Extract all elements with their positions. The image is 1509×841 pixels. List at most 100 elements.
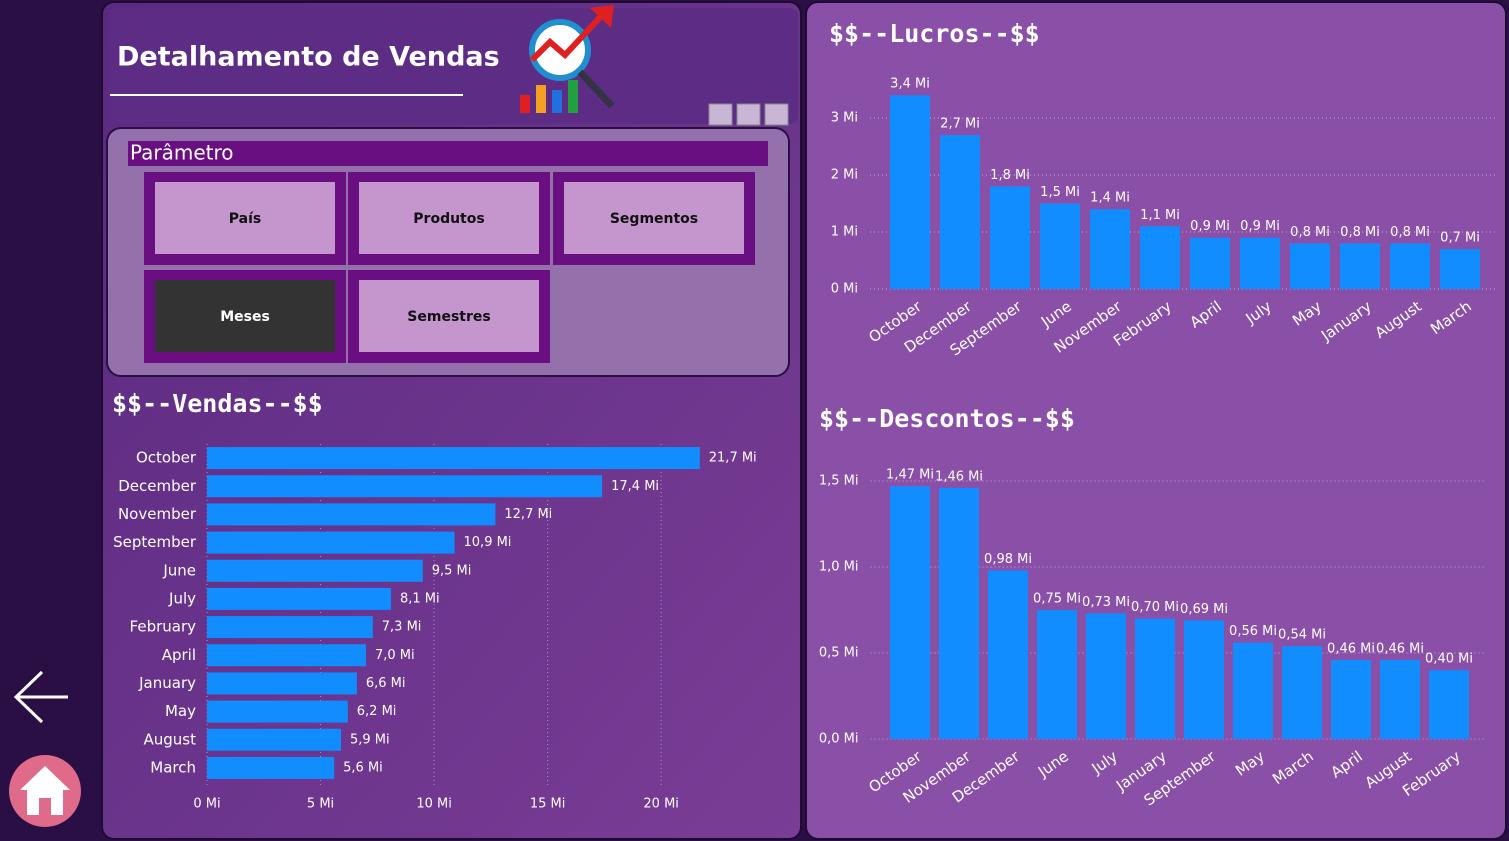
- parameter-title: Parâmetro: [130, 141, 234, 165]
- bar: [890, 95, 930, 289]
- y-tick-label: 0,0 Mi: [819, 732, 859, 747]
- y-tick-label: August: [144, 730, 197, 748]
- home-button[interactable]: [9, 755, 81, 827]
- y-tick-label: 0,5 Mi: [819, 646, 859, 661]
- page-title: Detalhamento de Vendas: [117, 42, 500, 73]
- data-label: 1,47 Mi: [886, 468, 934, 483]
- data-label: 7,3 Mi: [382, 620, 422, 635]
- button-face: [155, 182, 335, 254]
- y-tick-label: 1 Mi: [831, 225, 858, 240]
- data-label: 5,6 Mi: [343, 760, 383, 775]
- bar: [207, 756, 335, 779]
- x-tick-label: 10 Mi: [416, 797, 452, 812]
- data-label: 1,8 Mi: [990, 168, 1030, 183]
- bar: [1190, 237, 1230, 289]
- data-label: 1,4 Mi: [1090, 191, 1130, 206]
- y-tick-label: November: [118, 505, 197, 523]
- parameter-button[interactable]: Produtos: [348, 172, 550, 265]
- bar: [207, 531, 455, 554]
- data-label: 9,5 Mi: [432, 563, 472, 578]
- y-tick-label: 2 Mi: [831, 168, 858, 183]
- y-tick-label: 1,5 Mi: [819, 474, 859, 489]
- y-tick-label: 1,0 Mi: [819, 560, 859, 575]
- y-tick-label: March: [150, 758, 196, 776]
- bar: [988, 570, 1028, 739]
- data-label: 0,8 Mi: [1290, 225, 1330, 240]
- data-label: 0,56 Mi: [1229, 624, 1277, 639]
- bar: [1037, 610, 1077, 739]
- data-label: 2,7 Mi: [940, 117, 980, 132]
- x-tick-label: 15 Mi: [530, 797, 566, 812]
- parameter-button[interactable]: Semestres: [348, 270, 550, 363]
- bar: [1380, 659, 1420, 739]
- data-label: 0,54 Mi: [1278, 628, 1326, 643]
- bar: [207, 559, 423, 582]
- data-label: 1,1 Mi: [1140, 208, 1180, 223]
- bar: [1135, 618, 1175, 739]
- chart-title: $$--Descontos--$$: [819, 404, 1075, 433]
- data-label: 0,7 Mi: [1440, 231, 1480, 246]
- bar: [207, 587, 391, 610]
- bar: [1282, 646, 1322, 739]
- bar: [207, 672, 357, 695]
- chart-title: $$--Vendas--$$: [112, 389, 323, 418]
- data-label: 6,2 Mi: [357, 704, 397, 719]
- y-tick-label: May: [165, 702, 196, 720]
- data-label: 0,73 Mi: [1082, 595, 1130, 610]
- bar: [1233, 642, 1273, 739]
- data-label: 10,9 Mi: [464, 535, 512, 550]
- bar: [1331, 659, 1371, 739]
- y-tick-label: October: [136, 449, 197, 467]
- bar: [1340, 243, 1380, 289]
- data-label: 0,46 Mi: [1376, 641, 1424, 656]
- button-label: País: [229, 211, 261, 227]
- y-tick-label: December: [118, 477, 197, 495]
- button-label: Meses: [220, 309, 270, 325]
- bar: [207, 700, 348, 723]
- sidebar: [0, 0, 100, 841]
- data-label: 0,70 Mi: [1131, 600, 1179, 615]
- back-arrow[interactable]: [13, 670, 68, 724]
- bar: [207, 503, 496, 526]
- data-label: 0,40 Mi: [1425, 652, 1473, 667]
- bar: [1240, 237, 1280, 289]
- bar: [1440, 249, 1480, 289]
- button-label: Semestres: [407, 309, 490, 325]
- y-tick-label: July: [168, 589, 196, 607]
- parameter-button[interactable]: Segmentos: [553, 172, 755, 265]
- button-face: [359, 280, 539, 352]
- data-label: 0,98 Mi: [984, 552, 1032, 567]
- data-label: 0,46 Mi: [1327, 641, 1375, 656]
- data-label: 1,46 Mi: [935, 469, 983, 484]
- data-label: 0,69 Mi: [1180, 602, 1228, 617]
- y-tick-label: September: [113, 533, 197, 551]
- data-label: 6,6 Mi: [366, 676, 406, 691]
- bar: [1290, 243, 1330, 289]
- button-face: [359, 182, 539, 254]
- button-face: [564, 182, 744, 254]
- bar: [1086, 613, 1126, 739]
- y-tick-label: 3 Mi: [831, 111, 858, 126]
- bar: [990, 186, 1030, 289]
- button-label: Segmentos: [610, 211, 698, 227]
- parameter-button[interactable]: País: [144, 172, 346, 265]
- data-label: 0,9 Mi: [1190, 219, 1230, 234]
- x-tick-label: 0 Mi: [193, 797, 220, 812]
- data-label: 3,4 Mi: [890, 77, 930, 92]
- bar: [207, 447, 700, 470]
- button-face: [155, 280, 335, 352]
- bar: [1390, 243, 1430, 289]
- data-label: 7,0 Mi: [375, 648, 415, 663]
- bar: [1040, 203, 1080, 289]
- parameter-header: [128, 141, 768, 166]
- visual-toolbar[interactable]: [708, 103, 789, 126]
- bar: [207, 475, 603, 498]
- y-tick-label: April: [162, 646, 196, 664]
- x-tick-label: 20 Mi: [643, 797, 679, 812]
- bar: [1184, 620, 1224, 739]
- data-label: 5,9 Mi: [350, 732, 390, 747]
- bar: [1140, 226, 1180, 289]
- right-panel: [805, 1, 1507, 840]
- parameter-button[interactable]: Meses: [144, 270, 346, 363]
